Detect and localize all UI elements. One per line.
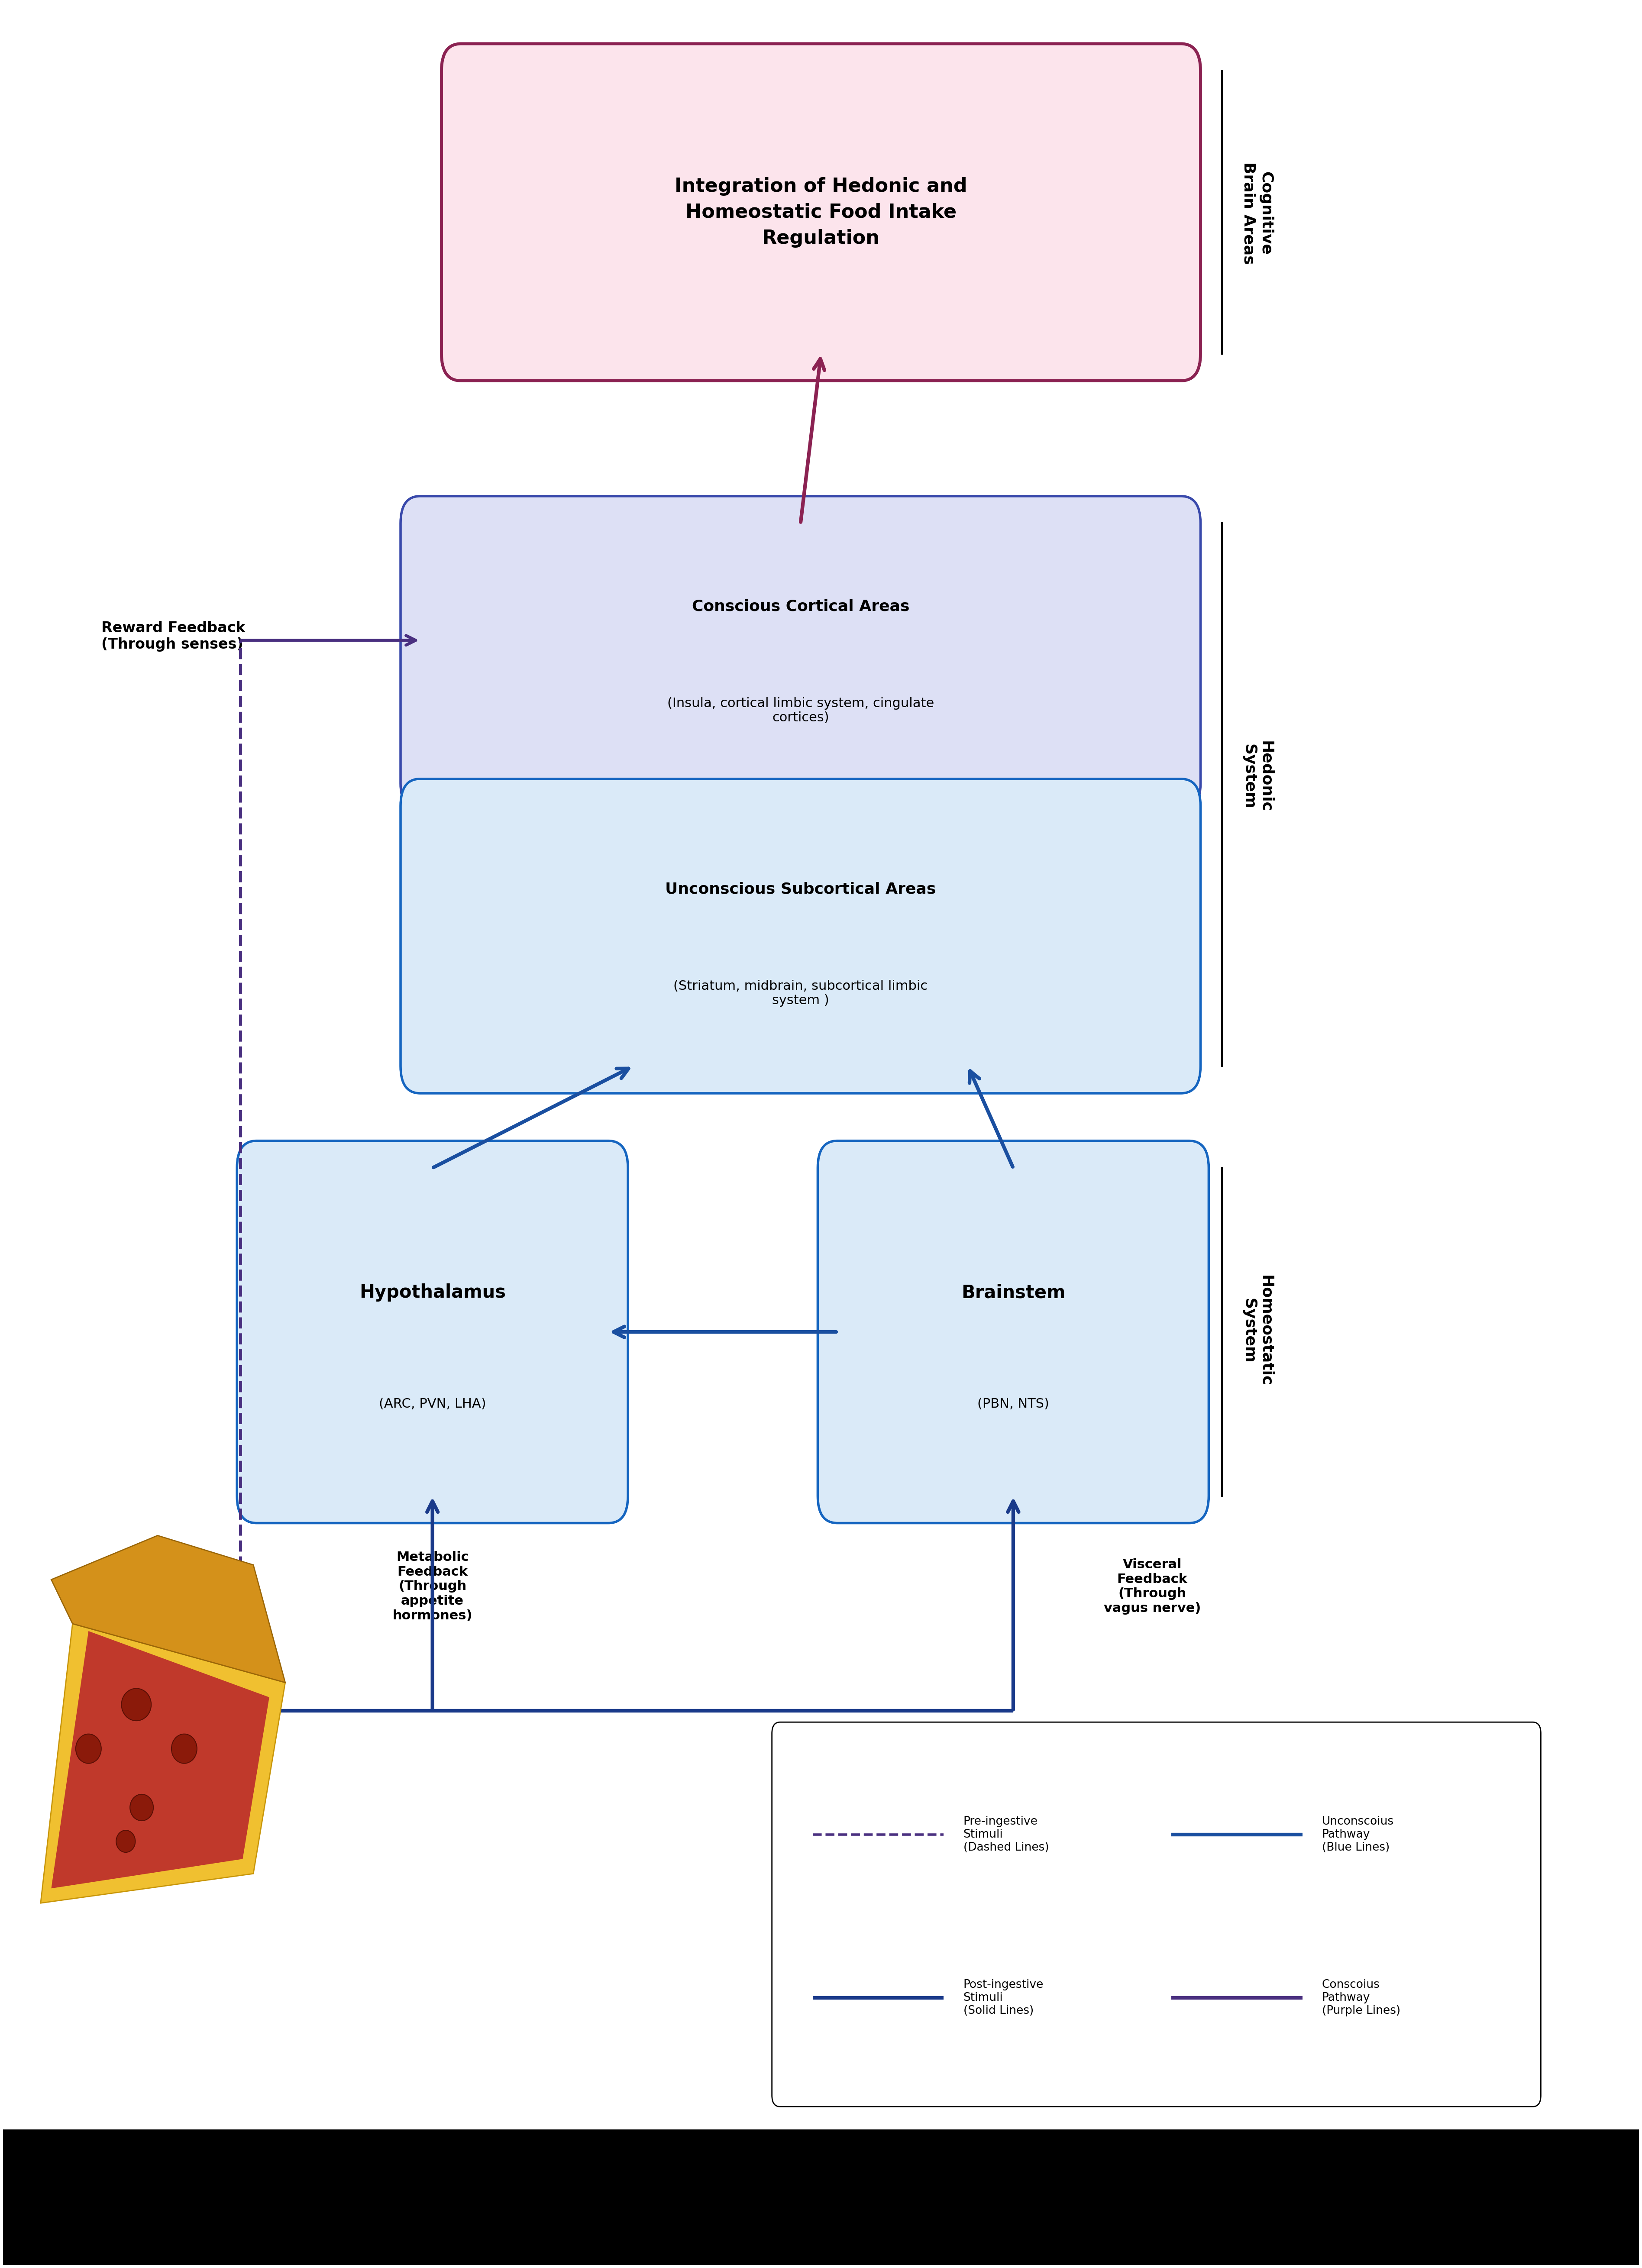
Text: Hypothalamus: Hypothalamus [360,1284,506,1302]
Bar [3,2130,1639,2266]
Text: Unconscious Subcortical Areas: Unconscious Subcortical Areas [665,882,936,896]
Polygon shape [51,1535,286,1683]
FancyBboxPatch shape [772,1721,1540,2107]
Text: Food Stimulus: Food Stimulus [115,1862,245,1878]
Text: (Striatum, midbrain, subcortical limbic
system ): (Striatum, midbrain, subcortical limbic … [673,980,928,1007]
Ellipse shape [76,1735,102,1765]
FancyBboxPatch shape [818,1141,1209,1524]
Text: (Insula, cortical limbic system, cingulate
cortices): (Insula, cortical limbic system, cingula… [667,696,934,723]
Text: Brainstem: Brainstem [961,1284,1066,1302]
Text: Cognitive
Brain Areas: Cognitive Brain Areas [1241,161,1273,265]
Polygon shape [41,1624,286,1903]
Text: Pre-ingestive
Stimuli
(Dashed Lines): Pre-ingestive Stimuli (Dashed Lines) [964,1817,1049,1853]
Text: Hedonic
System: Hedonic System [1241,742,1273,812]
Text: Integration of Hedonic and
Homeostatic Food Intake
Regulation: Integration of Hedonic and Homeostatic F… [675,177,967,247]
Ellipse shape [117,1830,135,1853]
FancyBboxPatch shape [442,43,1200,381]
Text: Visceral
Feedback
(Through
vagus nerve): Visceral Feedback (Through vagus nerve) [1103,1558,1200,1615]
FancyBboxPatch shape [401,497,1200,810]
Text: Post-ingestive
Stimuli
(Solid Lines): Post-ingestive Stimuli (Solid Lines) [964,1980,1044,2016]
Text: Conscious Cortical Areas: Conscious Cortical Areas [691,599,910,615]
Polygon shape [51,1631,269,1889]
Text: (ARC, PVN, LHA): (ARC, PVN, LHA) [379,1397,486,1411]
Text: Metabolic
Feedback
(Through
appetite
hormones): Metabolic Feedback (Through appetite hor… [392,1551,473,1622]
Text: (PBN, NTS): (PBN, NTS) [977,1397,1049,1411]
FancyBboxPatch shape [236,1141,627,1524]
Text: Homeostatic
System: Homeostatic System [1241,1275,1273,1386]
Ellipse shape [130,1794,153,1821]
Text: Reward Feedback
(Through senses): Reward Feedback (Through senses) [102,621,245,651]
Ellipse shape [122,1687,151,1721]
FancyBboxPatch shape [401,778,1200,1093]
Text: Conscoius
Pathway
(Purple Lines): Conscoius Pathway (Purple Lines) [1322,1980,1401,2016]
Text: Unconscoius
Pathway
(Blue Lines): Unconscoius Pathway (Blue Lines) [1322,1817,1394,1853]
Ellipse shape [171,1735,197,1765]
